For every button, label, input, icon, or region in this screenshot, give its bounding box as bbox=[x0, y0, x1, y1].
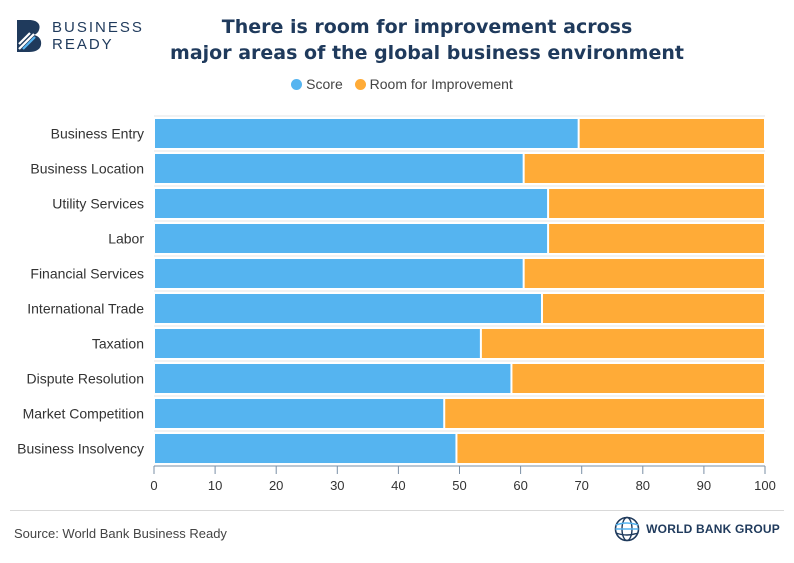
bar-score-business-location[interactable] bbox=[155, 154, 523, 183]
bar-room-for-improvement-business-insolvency[interactable] bbox=[457, 434, 764, 463]
legend-swatch-score bbox=[291, 78, 303, 90]
bar-room-for-improvement-business-entry[interactable] bbox=[579, 119, 764, 148]
bar-room-for-improvement-international-trade[interactable] bbox=[542, 294, 764, 323]
x-tick-label: 90 bbox=[697, 478, 711, 493]
bar-room-for-improvement-financial-services[interactable] bbox=[524, 259, 764, 288]
business-ready-logo-icon bbox=[17, 20, 42, 52]
bars bbox=[155, 119, 764, 463]
bar-room-for-improvement-market-competition[interactable] bbox=[445, 399, 764, 428]
bar-score-international-trade[interactable] bbox=[155, 294, 541, 323]
category-label: Labor bbox=[108, 231, 144, 247]
legend-label-score: Score bbox=[306, 76, 343, 92]
world-bank-group-label: WORLD BANK GROUP bbox=[646, 522, 780, 536]
brand-line-2: READY bbox=[52, 36, 114, 53]
header: BUSINESS READY There is room for improve… bbox=[0, 0, 794, 100]
business-ready-logo: BUSINESS READY bbox=[14, 18, 144, 54]
source-note: Source: World Bank Business Ready bbox=[14, 526, 227, 541]
x-tick-label: 80 bbox=[636, 478, 650, 493]
x-tick-label: 40 bbox=[391, 478, 405, 493]
x-tick-label: 0 bbox=[150, 478, 157, 493]
category-label: Business Entry bbox=[51, 126, 144, 142]
x-tick-label: 60 bbox=[513, 478, 527, 493]
bar-score-business-insolvency[interactable] bbox=[155, 434, 456, 463]
bar-room-for-improvement-utility-services[interactable] bbox=[549, 189, 764, 218]
category-label: Business Location bbox=[30, 161, 144, 177]
legend-label-room-for-improvement: Room for Improvement bbox=[369, 76, 513, 92]
chart-legend: Score Room for Improvement bbox=[0, 76, 794, 93]
chart-title-line-1: There is room for improvement across bbox=[221, 16, 633, 38]
bar-score-dispute-resolution[interactable] bbox=[155, 364, 511, 393]
category-label: Business Insolvency bbox=[17, 441, 144, 457]
stacked-bar-chart: Business Entry Business Location Utility S… bbox=[17, 115, 776, 493]
x-tick-label: 10 bbox=[208, 478, 222, 493]
bar-score-financial-services[interactable] bbox=[155, 259, 523, 288]
x-axis: 0 10 20 30 40 50 60 70 80 90 100 bbox=[150, 465, 776, 493]
category-label: Utility Services bbox=[52, 196, 144, 212]
category-label: Dispute Resolution bbox=[26, 371, 144, 387]
bar-score-market-competition[interactable] bbox=[155, 399, 444, 428]
footer-divider bbox=[10, 510, 784, 511]
world-bank-group-logo: WORLD BANK GROUP bbox=[614, 516, 780, 542]
x-tick-label: 20 bbox=[269, 478, 283, 493]
category-label: International Trade bbox=[27, 301, 144, 317]
category-label: Market Competition bbox=[23, 406, 144, 422]
chart-title: There is room for improvement across maj… bbox=[0, 14, 794, 66]
bar-score-taxation[interactable] bbox=[155, 329, 480, 358]
brand-line-1: BUSINESS bbox=[52, 19, 144, 36]
bar-room-for-improvement-business-location[interactable] bbox=[524, 154, 764, 183]
legend-item-score[interactable]: Score bbox=[291, 76, 343, 92]
x-tick-label: 30 bbox=[330, 478, 344, 493]
bar-room-for-improvement-dispute-resolution[interactable] bbox=[512, 364, 764, 393]
bar-score-utility-services[interactable] bbox=[155, 189, 548, 218]
bar-room-for-improvement-labor[interactable] bbox=[549, 224, 764, 253]
x-tick-label: 70 bbox=[574, 478, 588, 493]
chart-title-line-2: major areas of the global business envir… bbox=[170, 42, 684, 64]
x-tick-label: 100 bbox=[754, 478, 776, 493]
x-tick-label: 50 bbox=[452, 478, 466, 493]
bar-score-business-entry[interactable] bbox=[155, 119, 578, 148]
category-label: Taxation bbox=[92, 336, 144, 352]
category-labels: Business Entry Business Location Utility S… bbox=[17, 126, 144, 457]
category-label: Financial Services bbox=[30, 266, 144, 282]
bar-room-for-improvement-taxation[interactable] bbox=[481, 329, 764, 358]
globe-icon bbox=[614, 516, 640, 542]
bar-score-labor[interactable] bbox=[155, 224, 548, 253]
legend-item-room-for-improvement[interactable]: Room for Improvement bbox=[354, 76, 513, 92]
legend-swatch-room-for-improvement bbox=[354, 78, 366, 90]
